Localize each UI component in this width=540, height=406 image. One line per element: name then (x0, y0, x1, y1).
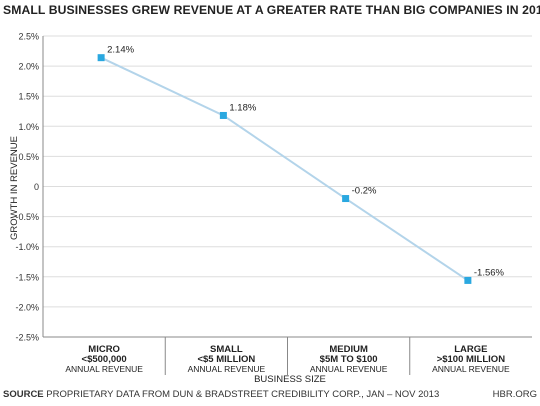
x-category-label: SMALL (210, 344, 243, 355)
y-tick-label: 2.5% (18, 32, 39, 42)
data-labels: 2.14% 1.18% -0.2% -1.56% (107, 45, 504, 279)
x-category-label: MEDIUM (329, 344, 368, 355)
y-tick-label: 1.5% (18, 92, 39, 102)
x-category-label: ANNUAL REVENUE (310, 364, 388, 374)
y-tick-label: -2.0% (15, 302, 39, 312)
data-label: 2.14% (107, 45, 134, 56)
y-tick-label: 0 (34, 182, 39, 192)
x-category-label: $5M TO $100 (320, 354, 378, 365)
x-category-label: ANNUAL REVENUE (65, 364, 143, 374)
y-tick-label: 2.0% (18, 62, 39, 72)
source-label: SOURCE (3, 389, 44, 400)
data-point-marker (97, 54, 105, 62)
x-category-label: <$500,000 (82, 354, 127, 365)
y-tick-label: -1.5% (15, 272, 39, 282)
axes (42, 36, 532, 375)
source-text: PROPRIETARY DATA FROM DUN & BRADSTREET C… (46, 389, 440, 400)
brand-label: HBR.ORG (492, 389, 537, 400)
data-point-marker (219, 111, 227, 119)
data-label: -0.2% (352, 186, 377, 197)
x-category-label: MICRO (88, 344, 120, 355)
x-category-label: >$100 MILLION (437, 354, 506, 365)
x-category-label: LARGE (454, 344, 487, 355)
source-note: SOURCE PROPRIETARY DATA FROM DUN & BRADS… (3, 389, 439, 400)
x-category-label: ANNUAL REVENUE (188, 364, 266, 374)
grid-lines (43, 35, 532, 338)
y-axis-label: GROWTH IN REVENUE (9, 136, 20, 240)
y-tick-label: -0.5% (15, 212, 39, 222)
x-category-label: <$5 MILLION (197, 354, 255, 365)
data-point-marker (342, 195, 350, 203)
series-line (97, 54, 472, 284)
y-tick-label: 0.5% (18, 152, 39, 162)
data-point-marker (464, 276, 472, 284)
chart-title: SMALL BUSINESSES GREW REVENUE AT A GREAT… (3, 3, 540, 17)
y-tick-labels: 2.5% 2.0% 1.5% 1.0% 0.5% 0 -0.5% -1.0% -1.5% -2.0… (15, 32, 39, 343)
data-label: 1.18% (229, 102, 256, 113)
data-label: -1.56% (474, 267, 505, 278)
y-tick-label: 1.0% (18, 122, 39, 132)
x-axis-label: BUSINESS SIZE (254, 374, 326, 385)
y-tick-label: -2.5% (15, 333, 39, 343)
y-tick-label: -1.0% (15, 242, 39, 252)
x-category-label: ANNUAL REVENUE (432, 364, 510, 374)
series-line-path (100, 56, 469, 282)
